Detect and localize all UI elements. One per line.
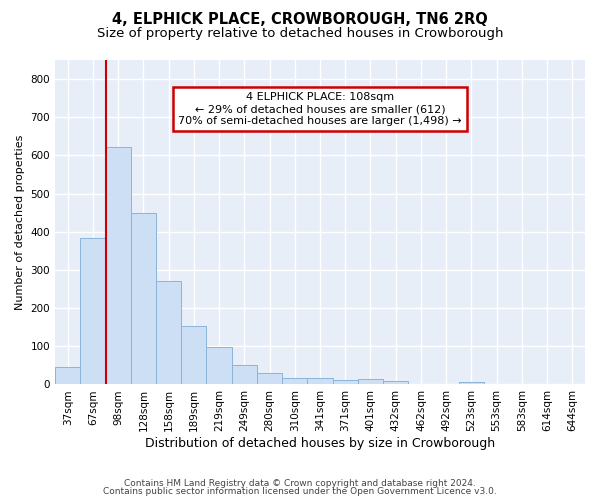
Bar xyxy=(383,382,409,384)
Bar xyxy=(80,238,106,384)
Bar xyxy=(332,380,358,384)
Text: Size of property relative to detached houses in Crowborough: Size of property relative to detached ho… xyxy=(97,28,503,40)
Bar xyxy=(358,378,383,384)
Bar xyxy=(131,214,156,384)
X-axis label: Distribution of detached houses by size in Crowborough: Distribution of detached houses by size … xyxy=(145,437,495,450)
Bar xyxy=(307,378,332,384)
Bar xyxy=(106,146,131,384)
Y-axis label: Number of detached properties: Number of detached properties xyxy=(15,134,25,310)
Text: Contains public sector information licensed under the Open Government Licence v3: Contains public sector information licen… xyxy=(103,488,497,496)
Bar xyxy=(55,367,80,384)
Bar xyxy=(257,374,282,384)
Bar xyxy=(156,282,181,385)
Bar xyxy=(181,326,206,384)
Bar xyxy=(459,382,484,384)
Bar xyxy=(282,378,307,384)
Text: Contains HM Land Registry data © Crown copyright and database right 2024.: Contains HM Land Registry data © Crown c… xyxy=(124,478,476,488)
Bar xyxy=(232,364,257,384)
Text: 4, ELPHICK PLACE, CROWBOROUGH, TN6 2RQ: 4, ELPHICK PLACE, CROWBOROUGH, TN6 2RQ xyxy=(112,12,488,28)
Text: 4 ELPHICK PLACE: 108sqm
← 29% of detached houses are smaller (612)
70% of semi-d: 4 ELPHICK PLACE: 108sqm ← 29% of detache… xyxy=(178,92,462,126)
Bar xyxy=(206,347,232,385)
